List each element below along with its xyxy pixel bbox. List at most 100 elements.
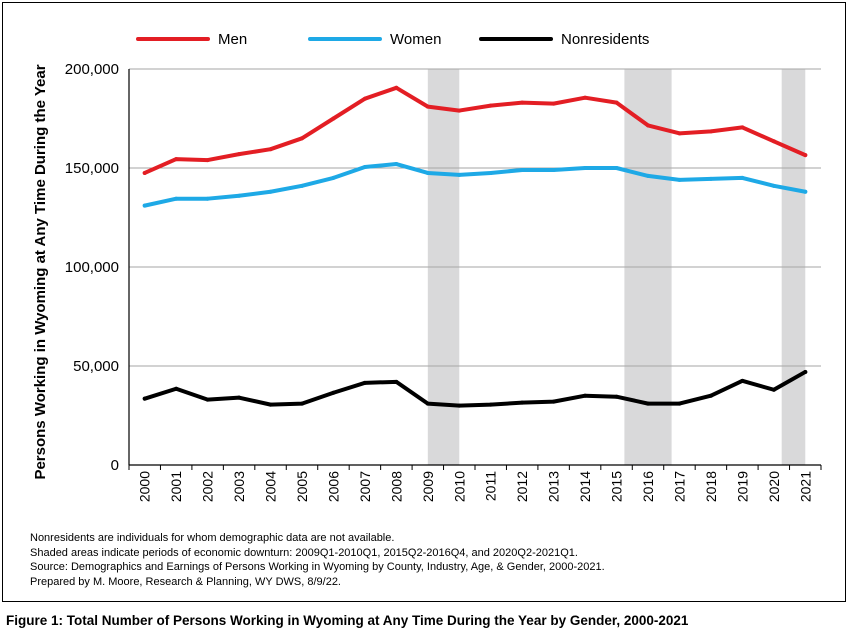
data-point-nonresidents	[394, 379, 399, 384]
x-tick-label: 2002	[200, 471, 216, 502]
data-point-nonresidents	[740, 378, 745, 383]
note-prepared-by: Prepared by M. Moore, Research & Plannin…	[30, 575, 341, 588]
y-axis-title: Persons Working in Wyoming at Any Time D…	[32, 64, 49, 479]
data-point-nonresidents	[205, 397, 210, 402]
x-tick-label: 2015	[609, 471, 625, 502]
data-point-women	[646, 173, 650, 178]
data-point-women	[268, 189, 273, 194]
x-tick-label: 2006	[325, 471, 341, 502]
data-point-nonresidents	[708, 393, 713, 398]
note-source: Source: Demographics and Earnings of Per…	[30, 561, 605, 573]
data-point-men	[331, 116, 336, 121]
x-tick-label: 2001	[168, 471, 184, 502]
data-point-women	[708, 176, 713, 181]
data-point-women	[331, 175, 336, 180]
x-tick-label: 2020	[766, 471, 782, 502]
x-tick-label: 2017	[671, 471, 687, 502]
data-point-nonresidents	[583, 393, 588, 398]
series-line-men	[142, 85, 808, 175]
y-tick-label: 0	[111, 457, 119, 474]
chart-notes: Nonresidents are individuals for whom de…	[30, 531, 605, 589]
data-point-women	[394, 162, 399, 167]
data-point-nonresidents	[520, 400, 525, 405]
data-point-women	[614, 166, 619, 170]
data-point-men	[677, 131, 682, 136]
data-point-nonresidents	[457, 403, 462, 408]
y-tick-label: 100,000	[65, 259, 119, 276]
data-point-men	[520, 100, 525, 105]
data-point-nonresidents	[646, 401, 650, 406]
data-point-men	[174, 157, 179, 162]
data-point-men	[237, 152, 242, 157]
data-point-men	[708, 129, 713, 134]
figure-caption: Figure 1: Total Number of Persons Workin…	[6, 613, 689, 628]
x-tick-label: 2019	[734, 471, 750, 502]
data-point-nonresidents	[677, 401, 682, 406]
data-point-women	[205, 196, 210, 201]
data-point-men	[488, 103, 493, 108]
x-tick-label: 2013	[546, 471, 562, 502]
chart-frame	[2, 2, 846, 602]
note-nonresidents: Nonresidents are individuals for whom de…	[30, 532, 395, 544]
data-point-women	[677, 177, 682, 182]
data-point-nonresidents	[425, 401, 430, 406]
data-point-nonresidents	[803, 369, 808, 374]
data-point-men	[646, 123, 650, 128]
x-tick-label: 2007	[357, 471, 373, 502]
x-tick-label: 2000	[137, 471, 153, 502]
data-point-women	[237, 193, 242, 198]
data-point-nonresidents	[551, 399, 556, 404]
data-point-women	[457, 172, 462, 177]
data-point-nonresidents	[142, 396, 147, 401]
x-tick-label: 2009	[420, 471, 436, 502]
data-point-women	[551, 167, 556, 172]
data-point-men	[362, 96, 367, 101]
data-point-women	[142, 203, 147, 208]
series-line-women	[142, 162, 808, 208]
x-tick-label: 2005	[294, 471, 310, 502]
data-point-men	[142, 170, 147, 175]
data-point-men	[268, 147, 273, 152]
data-point-women	[520, 167, 525, 172]
data-point-nonresidents	[174, 386, 179, 391]
x-tick-label: 2018	[703, 471, 719, 502]
data-point-women	[771, 183, 776, 188]
data-point-women	[174, 196, 179, 201]
legend-label-nonresidents: Nonresidents	[561, 31, 649, 48]
data-point-nonresidents	[331, 390, 336, 395]
data-point-nonresidents	[614, 394, 619, 399]
x-tick-label: 2016	[640, 471, 656, 502]
data-point-women	[583, 166, 588, 170]
note-shaded-areas: Shaded areas indicate periods of economi…	[30, 546, 578, 559]
data-point-men	[394, 85, 399, 90]
data-point-nonresidents	[237, 395, 242, 400]
y-tick-label: 50,000	[73, 358, 119, 375]
data-point-women	[803, 189, 808, 194]
data-point-women	[740, 175, 745, 180]
data-point-men	[300, 136, 304, 141]
data-point-men	[614, 100, 619, 105]
x-tick-label: 2012	[514, 471, 530, 502]
x-tick-label: 2011	[483, 471, 499, 501]
series-line-nonresidents	[142, 369, 808, 408]
data-point-women	[300, 183, 304, 188]
data-point-women	[425, 170, 430, 175]
legend-label-men: Men	[218, 31, 247, 48]
data-point-nonresidents	[488, 402, 493, 407]
data-point-men	[425, 104, 430, 109]
x-tick-label: 2004	[263, 471, 279, 502]
x-tick-label: 2003	[231, 471, 247, 502]
data-point-nonresidents	[268, 402, 273, 407]
data-point-women	[488, 170, 493, 175]
data-point-men	[740, 125, 745, 130]
data-point-men	[551, 101, 556, 106]
x-tick-label: 2021	[797, 471, 813, 502]
x-tick-label: 2014	[577, 471, 593, 502]
data-point-men	[583, 95, 588, 100]
y-tick-label: 150,000	[65, 160, 119, 177]
y-tick-label: 200,000	[65, 61, 119, 78]
data-point-nonresidents	[362, 380, 367, 385]
data-point-men	[205, 158, 210, 163]
data-point-nonresidents	[771, 387, 776, 392]
